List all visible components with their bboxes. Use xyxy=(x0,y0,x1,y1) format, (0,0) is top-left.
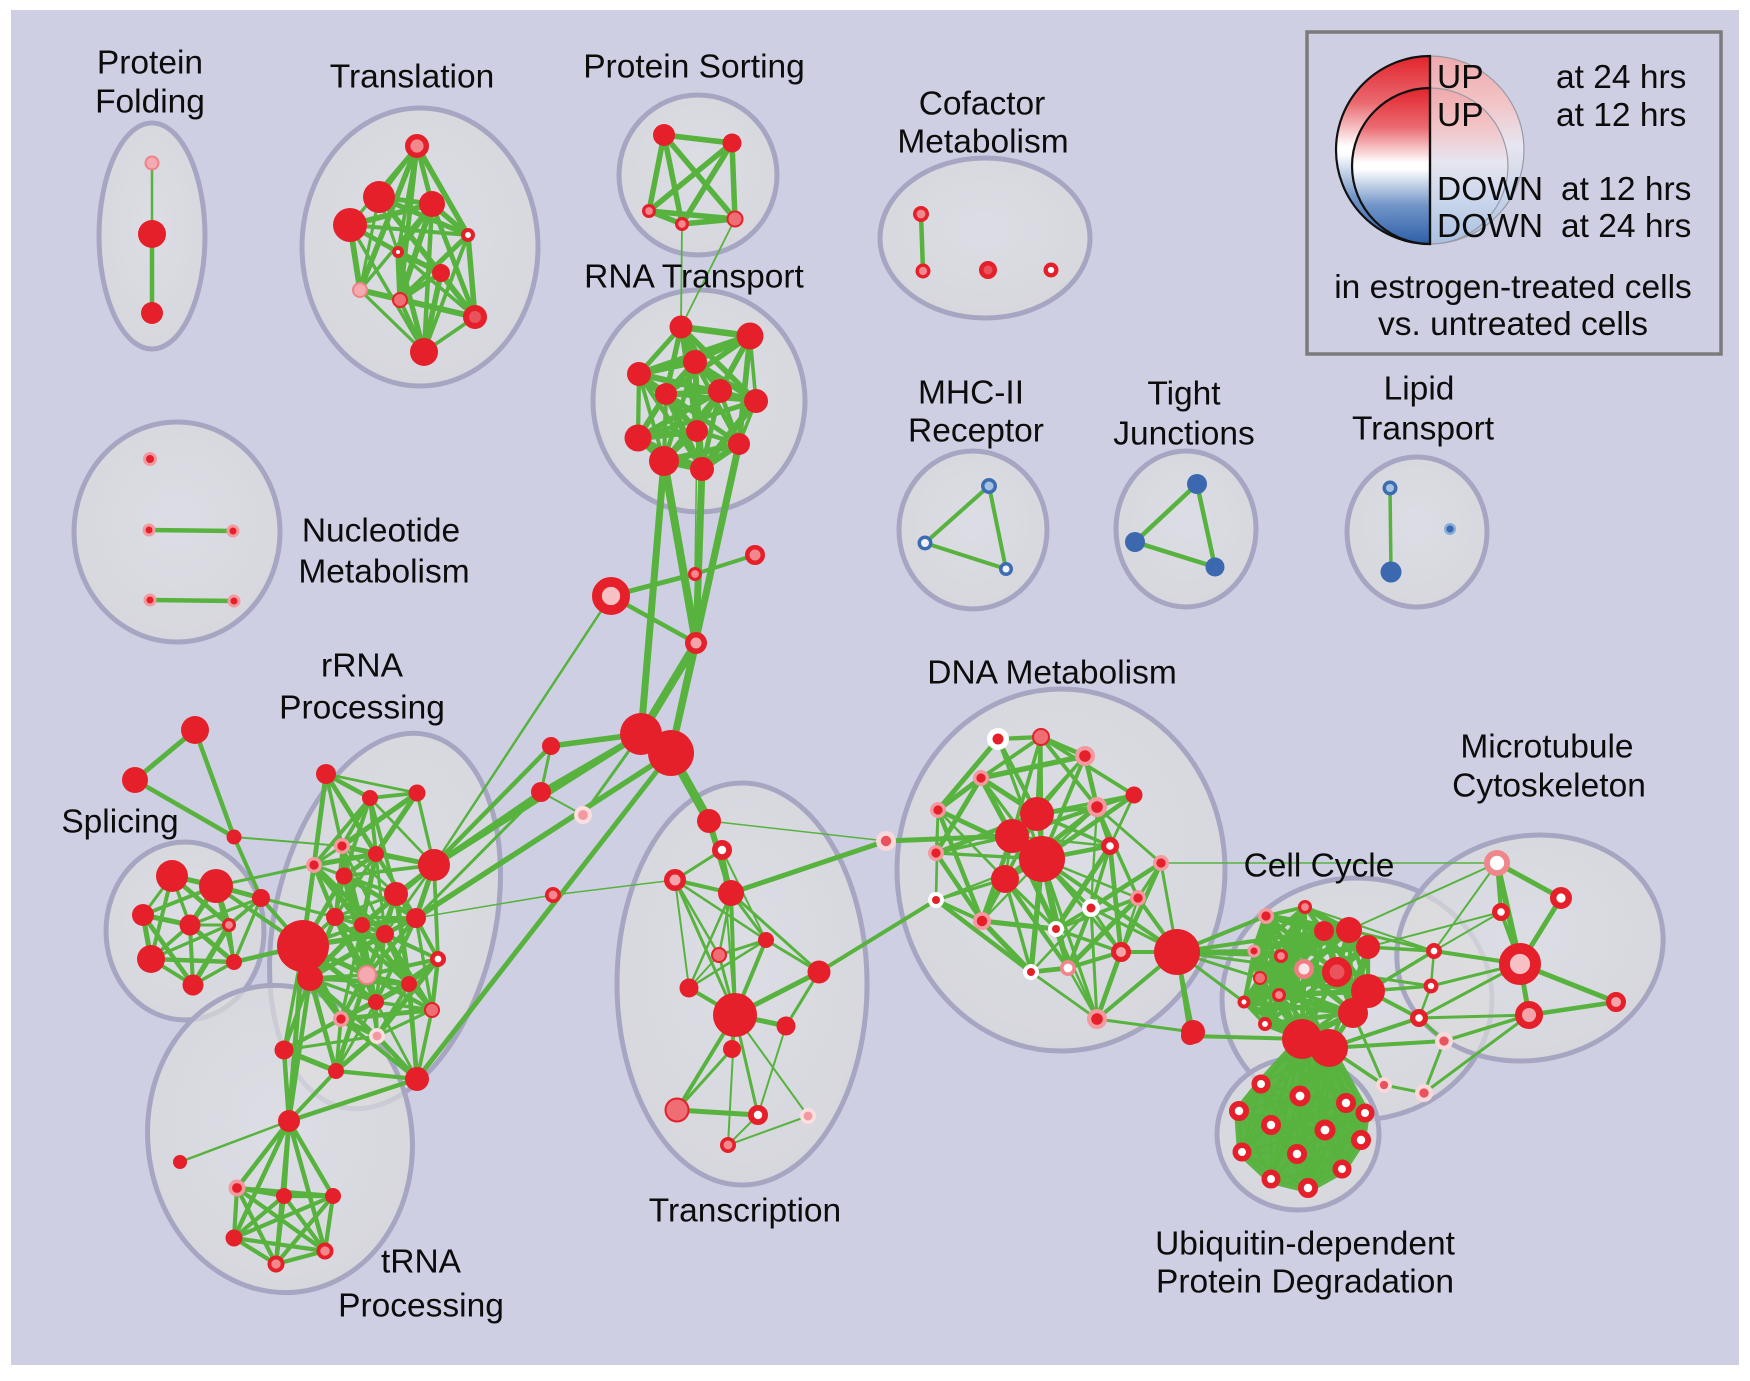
svg-text:MHC-II: MHC-II xyxy=(918,375,1024,412)
svg-text:Metabolism: Metabolism xyxy=(897,124,1068,161)
svg-text:UP: UP xyxy=(1437,97,1484,134)
svg-text:rRNA: rRNA xyxy=(321,648,404,685)
svg-text:Translation: Translation xyxy=(330,59,494,96)
svg-text:Processing: Processing xyxy=(279,690,445,727)
svg-text:Lipid: Lipid xyxy=(1384,371,1455,408)
svg-text:Cytoskeleton: Cytoskeleton xyxy=(1452,768,1646,805)
svg-text:Receptor: Receptor xyxy=(908,413,1044,450)
svg-text:at 24 hrs: at 24 hrs xyxy=(1556,59,1686,96)
svg-text:DOWN: DOWN xyxy=(1437,171,1543,208)
svg-text:vs. untreated cells: vs. untreated cells xyxy=(1378,306,1648,343)
svg-text:tRNA: tRNA xyxy=(381,1244,462,1281)
svg-text:Cell Cycle: Cell Cycle xyxy=(1244,848,1395,885)
svg-text:Processing: Processing xyxy=(338,1288,504,1325)
svg-text:UP: UP xyxy=(1437,59,1484,96)
svg-text:Transcription: Transcription xyxy=(649,1193,841,1230)
svg-text:Protein Sorting: Protein Sorting xyxy=(583,49,805,86)
svg-text:DNA Metabolism: DNA Metabolism xyxy=(927,655,1176,692)
svg-text:at 12 hrs: at 12 hrs xyxy=(1556,97,1686,134)
svg-text:Cofactor: Cofactor xyxy=(919,86,1046,123)
svg-text:Ubiquitin-dependent: Ubiquitin-dependent xyxy=(1155,1226,1456,1263)
svg-text:Protein Degradation: Protein Degradation xyxy=(1156,1264,1454,1301)
svg-text:at 12 hrs: at 12 hrs xyxy=(1561,171,1691,208)
svg-text:Junctions: Junctions xyxy=(1113,416,1255,453)
svg-text:Protein: Protein xyxy=(97,45,203,82)
svg-text:Microtubule: Microtubule xyxy=(1460,729,1633,766)
svg-text:Nucleotide: Nucleotide xyxy=(302,513,460,550)
svg-text:RNA Transport: RNA Transport xyxy=(584,259,804,296)
svg-text:in estrogen-treated cells: in estrogen-treated cells xyxy=(1334,269,1692,306)
svg-text:at 24 hrs: at 24 hrs xyxy=(1561,208,1691,245)
svg-text:Tight: Tight xyxy=(1147,376,1221,413)
svg-text:DOWN: DOWN xyxy=(1437,208,1543,245)
svg-text:Metabolism: Metabolism xyxy=(298,554,469,591)
svg-text:Transport: Transport xyxy=(1352,411,1495,448)
svg-text:Folding: Folding xyxy=(95,84,205,121)
svg-text:Splicing: Splicing xyxy=(61,804,178,841)
